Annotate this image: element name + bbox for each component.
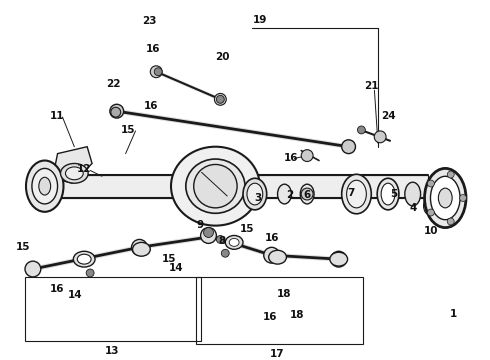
Text: 18: 18	[290, 310, 305, 320]
Text: 15: 15	[121, 125, 135, 135]
Ellipse shape	[225, 235, 243, 249]
Circle shape	[427, 209, 434, 216]
Circle shape	[111, 107, 121, 117]
Bar	[253, 175, 427, 198]
Circle shape	[86, 269, 94, 277]
Text: 22: 22	[106, 78, 121, 89]
Text: 14: 14	[68, 290, 83, 300]
Circle shape	[217, 95, 224, 103]
Circle shape	[301, 188, 313, 200]
Circle shape	[154, 68, 162, 76]
Ellipse shape	[424, 168, 466, 228]
Ellipse shape	[132, 242, 150, 256]
Circle shape	[342, 140, 355, 154]
Circle shape	[110, 104, 123, 118]
Circle shape	[358, 126, 366, 134]
Circle shape	[301, 150, 313, 162]
Text: 23: 23	[142, 17, 157, 26]
Text: 13: 13	[104, 346, 119, 356]
Text: 4: 4	[409, 203, 416, 213]
Ellipse shape	[277, 184, 292, 204]
Text: 24: 24	[381, 111, 395, 121]
Text: 9: 9	[196, 220, 203, 230]
Text: 6: 6	[303, 190, 311, 200]
Text: 19: 19	[253, 15, 267, 26]
Bar	[25, 277, 200, 341]
Text: 11: 11	[50, 111, 65, 121]
Ellipse shape	[405, 182, 420, 206]
Ellipse shape	[26, 161, 64, 212]
Text: 7: 7	[347, 188, 354, 198]
Ellipse shape	[439, 188, 452, 208]
Bar	[196, 277, 364, 344]
Circle shape	[150, 66, 162, 78]
Circle shape	[194, 165, 237, 208]
Text: 18: 18	[277, 289, 292, 299]
Circle shape	[215, 94, 226, 105]
Circle shape	[25, 261, 41, 277]
Text: 5: 5	[391, 189, 397, 199]
Circle shape	[264, 247, 279, 263]
Polygon shape	[52, 147, 92, 183]
Text: 12: 12	[77, 165, 92, 174]
Ellipse shape	[377, 178, 399, 210]
Text: 16: 16	[265, 233, 279, 243]
Text: 16: 16	[50, 284, 65, 294]
Ellipse shape	[423, 197, 436, 215]
Text: 8: 8	[219, 237, 226, 246]
Ellipse shape	[77, 254, 91, 264]
Ellipse shape	[229, 238, 239, 246]
Text: 20: 20	[215, 52, 229, 62]
Text: 16: 16	[263, 312, 277, 322]
Text: 1: 1	[449, 309, 457, 319]
Text: 15: 15	[162, 254, 176, 264]
Ellipse shape	[346, 180, 367, 208]
Circle shape	[217, 235, 224, 243]
Ellipse shape	[342, 174, 371, 214]
Text: 3: 3	[254, 193, 262, 203]
Circle shape	[203, 228, 214, 238]
Ellipse shape	[39, 177, 50, 195]
Text: 17: 17	[270, 349, 285, 359]
Text: 16: 16	[284, 153, 298, 163]
Text: 15: 15	[240, 224, 254, 234]
Circle shape	[200, 228, 217, 243]
Text: 16: 16	[146, 44, 161, 54]
Ellipse shape	[171, 147, 260, 226]
Text: 2: 2	[286, 190, 293, 200]
Circle shape	[447, 171, 454, 178]
Text: 16: 16	[144, 101, 159, 111]
Circle shape	[374, 131, 386, 143]
Circle shape	[221, 249, 229, 257]
Bar	[43, 175, 178, 198]
Ellipse shape	[66, 167, 83, 180]
Ellipse shape	[300, 184, 314, 204]
Circle shape	[460, 194, 466, 202]
Ellipse shape	[431, 176, 460, 220]
Circle shape	[331, 251, 346, 267]
Ellipse shape	[247, 183, 263, 205]
Circle shape	[427, 180, 434, 187]
Circle shape	[447, 218, 454, 225]
Text: 10: 10	[424, 226, 439, 235]
Ellipse shape	[74, 251, 95, 267]
Text: 14: 14	[169, 263, 183, 273]
Ellipse shape	[186, 159, 245, 213]
Circle shape	[131, 239, 147, 255]
Ellipse shape	[330, 252, 347, 266]
Ellipse shape	[32, 168, 57, 204]
Text: 21: 21	[364, 81, 379, 90]
Ellipse shape	[381, 183, 395, 205]
Ellipse shape	[61, 163, 88, 183]
Ellipse shape	[269, 250, 287, 264]
Text: 15: 15	[16, 242, 30, 252]
Ellipse shape	[243, 178, 267, 210]
